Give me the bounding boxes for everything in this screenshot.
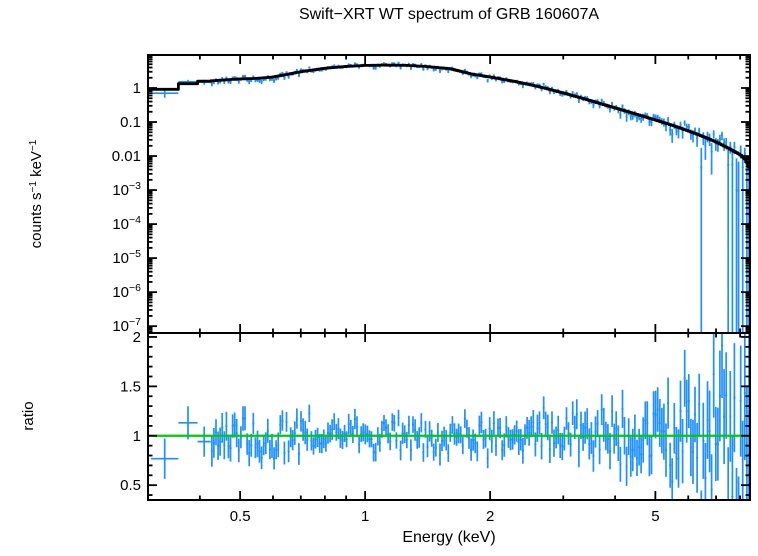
x-ticks xyxy=(198,55,742,500)
y-tick-label-ratio: 1 xyxy=(133,428,141,445)
y-tick-label-ratio: 0.5 xyxy=(120,477,141,494)
x-tick-label: 0.5 xyxy=(230,508,251,525)
y-tick-label-ratio: 1.5 xyxy=(120,378,141,395)
y-tick-label-counts: 0.1 xyxy=(120,114,141,131)
tick-labels: 0.5 1 2 5 1 0.1 0.01 10−3 10−4 10−5 10−6 10−7 0.5 1 1.… xyxy=(112,80,660,525)
x-tick-label: 5 xyxy=(651,508,659,525)
x-tick-label: 2 xyxy=(486,508,494,525)
chart-title: Swift−XRT WT spectrum of GRB 160607A xyxy=(298,6,600,23)
y-ticks-top xyxy=(148,54,750,333)
x-tick-label: 1 xyxy=(361,508,369,525)
x-axis-label: Energy (keV) xyxy=(402,529,496,546)
y-tick-label-counts: 10−6 xyxy=(112,282,141,301)
y-ticks-bottom xyxy=(148,336,750,496)
y-tick-label-counts: 10−5 xyxy=(112,248,141,267)
model-line xyxy=(148,63,750,170)
y-tick-label-ratio: 2 xyxy=(133,329,141,346)
top-panel-frame xyxy=(147,54,751,334)
y-tick-label-counts: 10−3 xyxy=(112,180,141,199)
y-tick-label-counts: 0.01 xyxy=(112,148,141,165)
spectrum-data-points xyxy=(151,61,750,333)
y-tick-label-counts: 10−7 xyxy=(112,316,141,335)
y-tick-label-counts: 1 xyxy=(133,80,141,97)
y-tick-label-counts: 10−4 xyxy=(112,214,141,233)
